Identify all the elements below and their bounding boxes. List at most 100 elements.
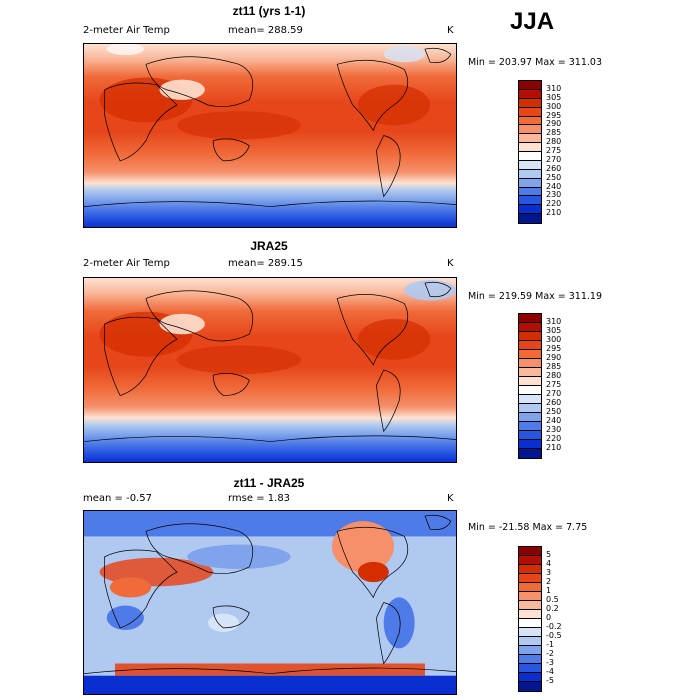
- colorbar-tick-label: -2: [546, 649, 554, 658]
- colorbar-tick-label: 275: [546, 146, 562, 155]
- colorbar-swatch: [519, 404, 541, 413]
- panel-mean-obs: mean= 289.15: [228, 258, 303, 269]
- colorbar-tick-label: 285: [546, 362, 562, 371]
- colorbar-labels-diff: 5 4 3 2 1 0.5 0.2 0 -0.2 -0.5 -1 -2 -3 -4 -5: [546, 546, 586, 690]
- colorbar-swatch: [519, 81, 541, 90]
- colorbar-obs: [518, 313, 542, 459]
- colorbar-tick-label: 240: [546, 416, 562, 425]
- colorbar-tick-label: 210: [546, 208, 562, 218]
- colorbar-swatch: [519, 673, 541, 682]
- colorbar-tick-label: 0.5: [546, 595, 559, 604]
- minmax-obs: Min = 219.59 Max = 311.19: [468, 291, 602, 302]
- season-label: JJA: [510, 8, 555, 35]
- colorbar-swatch: [519, 187, 541, 197]
- colorbar-tick-label: 3: [546, 568, 552, 577]
- colorbar-swatch: [519, 664, 541, 673]
- colorbar-swatch: [519, 574, 541, 583]
- colorbar-tick-label: 295: [546, 110, 562, 120]
- colorbar-swatch: [519, 98, 541, 108]
- colorbar-tick-label: 230: [546, 190, 562, 200]
- panel-title-obs: JRA25: [250, 239, 288, 253]
- colorbar-tick-label: -3: [546, 658, 554, 667]
- colorbar-tick-label: 4: [546, 559, 552, 568]
- colorbar-tick-label: 5: [546, 550, 552, 559]
- map-diff: [83, 510, 457, 695]
- colorbar-swatch: [519, 214, 541, 223]
- colorbar-tick-label: 310: [546, 317, 562, 326]
- colorbar-swatch: [519, 601, 541, 610]
- colorbar-tick-label: 285: [546, 128, 562, 138]
- colorbar-swatch: [519, 395, 541, 404]
- colorbar-swatch: [519, 368, 541, 377]
- panel-title-model: zt11 (yrs 1-1): [232, 4, 306, 18]
- colorbar-swatch: [519, 134, 541, 144]
- colorbar-swatch: [519, 359, 541, 368]
- colorbar-swatch: [519, 314, 541, 323]
- colorbar-swatch: [519, 116, 541, 126]
- panel-mean-model: mean= 288.59: [228, 25, 303, 36]
- colorbar-tick-label: 220: [546, 199, 562, 209]
- coastlines-diff: [84, 514, 456, 675]
- colorbar-tick-label: 220: [546, 434, 562, 443]
- colorbar-swatch: [519, 610, 541, 619]
- colorbar-swatch: [519, 350, 541, 359]
- colorbar-swatch: [519, 682, 541, 691]
- colorbar-swatch: [519, 152, 541, 161]
- colorbar-tick-label: -5: [546, 676, 554, 685]
- colorbar-swatch: [519, 323, 541, 332]
- colorbar-swatch: [519, 547, 541, 556]
- colorbar-swatch: [519, 377, 541, 386]
- colorbar-tick-label: 270: [546, 389, 562, 398]
- map-diff-svg: [84, 511, 456, 694]
- colorbar-swatch: [519, 449, 541, 458]
- colorbar-tick-label: 290: [546, 119, 562, 129]
- colorbar-tick-label: 0.2: [546, 604, 559, 613]
- colorbar-tick-label: 0: [546, 613, 552, 622]
- colorbar-labels-obs: 310 305 300 295 290 285 280 275 270 260 250 240 230 2…: [546, 313, 586, 457]
- colorbar-swatch: [519, 89, 541, 99]
- colorbar-tick-label: 2: [546, 577, 552, 586]
- colorbar-tick-label: -1: [546, 640, 554, 649]
- colorbar-tick-label: 230: [546, 425, 562, 434]
- colorbar-tick-label: 280: [546, 137, 562, 147]
- colorbar-tick-label: 305: [546, 326, 562, 335]
- colorbar-tick-label: 240: [546, 181, 562, 191]
- colorbar-tick-label: -4: [546, 667, 554, 676]
- panel-variable-obs: 2-meter Air Temp: [83, 258, 170, 269]
- colorbar-swatch: [519, 619, 541, 628]
- colorbar-swatch: [519, 556, 541, 565]
- colorbar-swatch: [519, 637, 541, 646]
- colorbar-swatch: [519, 107, 541, 117]
- colorbar-swatch: [519, 178, 541, 188]
- colorbar-swatch: [519, 205, 541, 215]
- colorbar-swatch: [519, 628, 541, 637]
- colorbar-tick-label: 260: [546, 163, 562, 173]
- colorbar-swatch: [519, 655, 541, 664]
- colorbar-swatch: [519, 440, 541, 449]
- map-model-svg: [84, 44, 456, 227]
- panel-units-obs: K: [447, 258, 454, 269]
- colorbar-tick-label: 300: [546, 335, 562, 344]
- panel-variable-model: 2-meter Air Temp: [83, 25, 170, 36]
- colorbar-swatch: [519, 341, 541, 350]
- colorbar-swatch: [519, 583, 541, 592]
- colorbar-tick-label: 300: [546, 101, 562, 111]
- colorbar-tick-label: 210: [546, 443, 562, 452]
- colorbar-tick-label: -0.2: [546, 622, 562, 631]
- colorbar-swatch: [519, 422, 541, 431]
- colorbar-swatch: [519, 413, 541, 422]
- colorbar-swatch: [519, 565, 541, 574]
- colorbar-swatch: [519, 431, 541, 440]
- colorbar-swatch: [519, 386, 541, 395]
- colorbar-tick-label: 260: [546, 398, 562, 407]
- colorbar-tick-label: 270: [546, 154, 562, 164]
- colorbar-swatch: [519, 646, 541, 655]
- colorbar-diff: [518, 546, 542, 692]
- colorbar-tick-label: 280: [546, 371, 562, 380]
- colorbar-swatch: [519, 592, 541, 601]
- colorbar-tick-label: 310: [546, 83, 562, 93]
- coastlines-obs: [84, 281, 456, 442]
- panel-title-diff: zt11 - JRA25: [233, 476, 305, 490]
- minmax-model: Min = 203.97 Max = 311.03: [468, 57, 602, 68]
- map-model: [83, 43, 457, 228]
